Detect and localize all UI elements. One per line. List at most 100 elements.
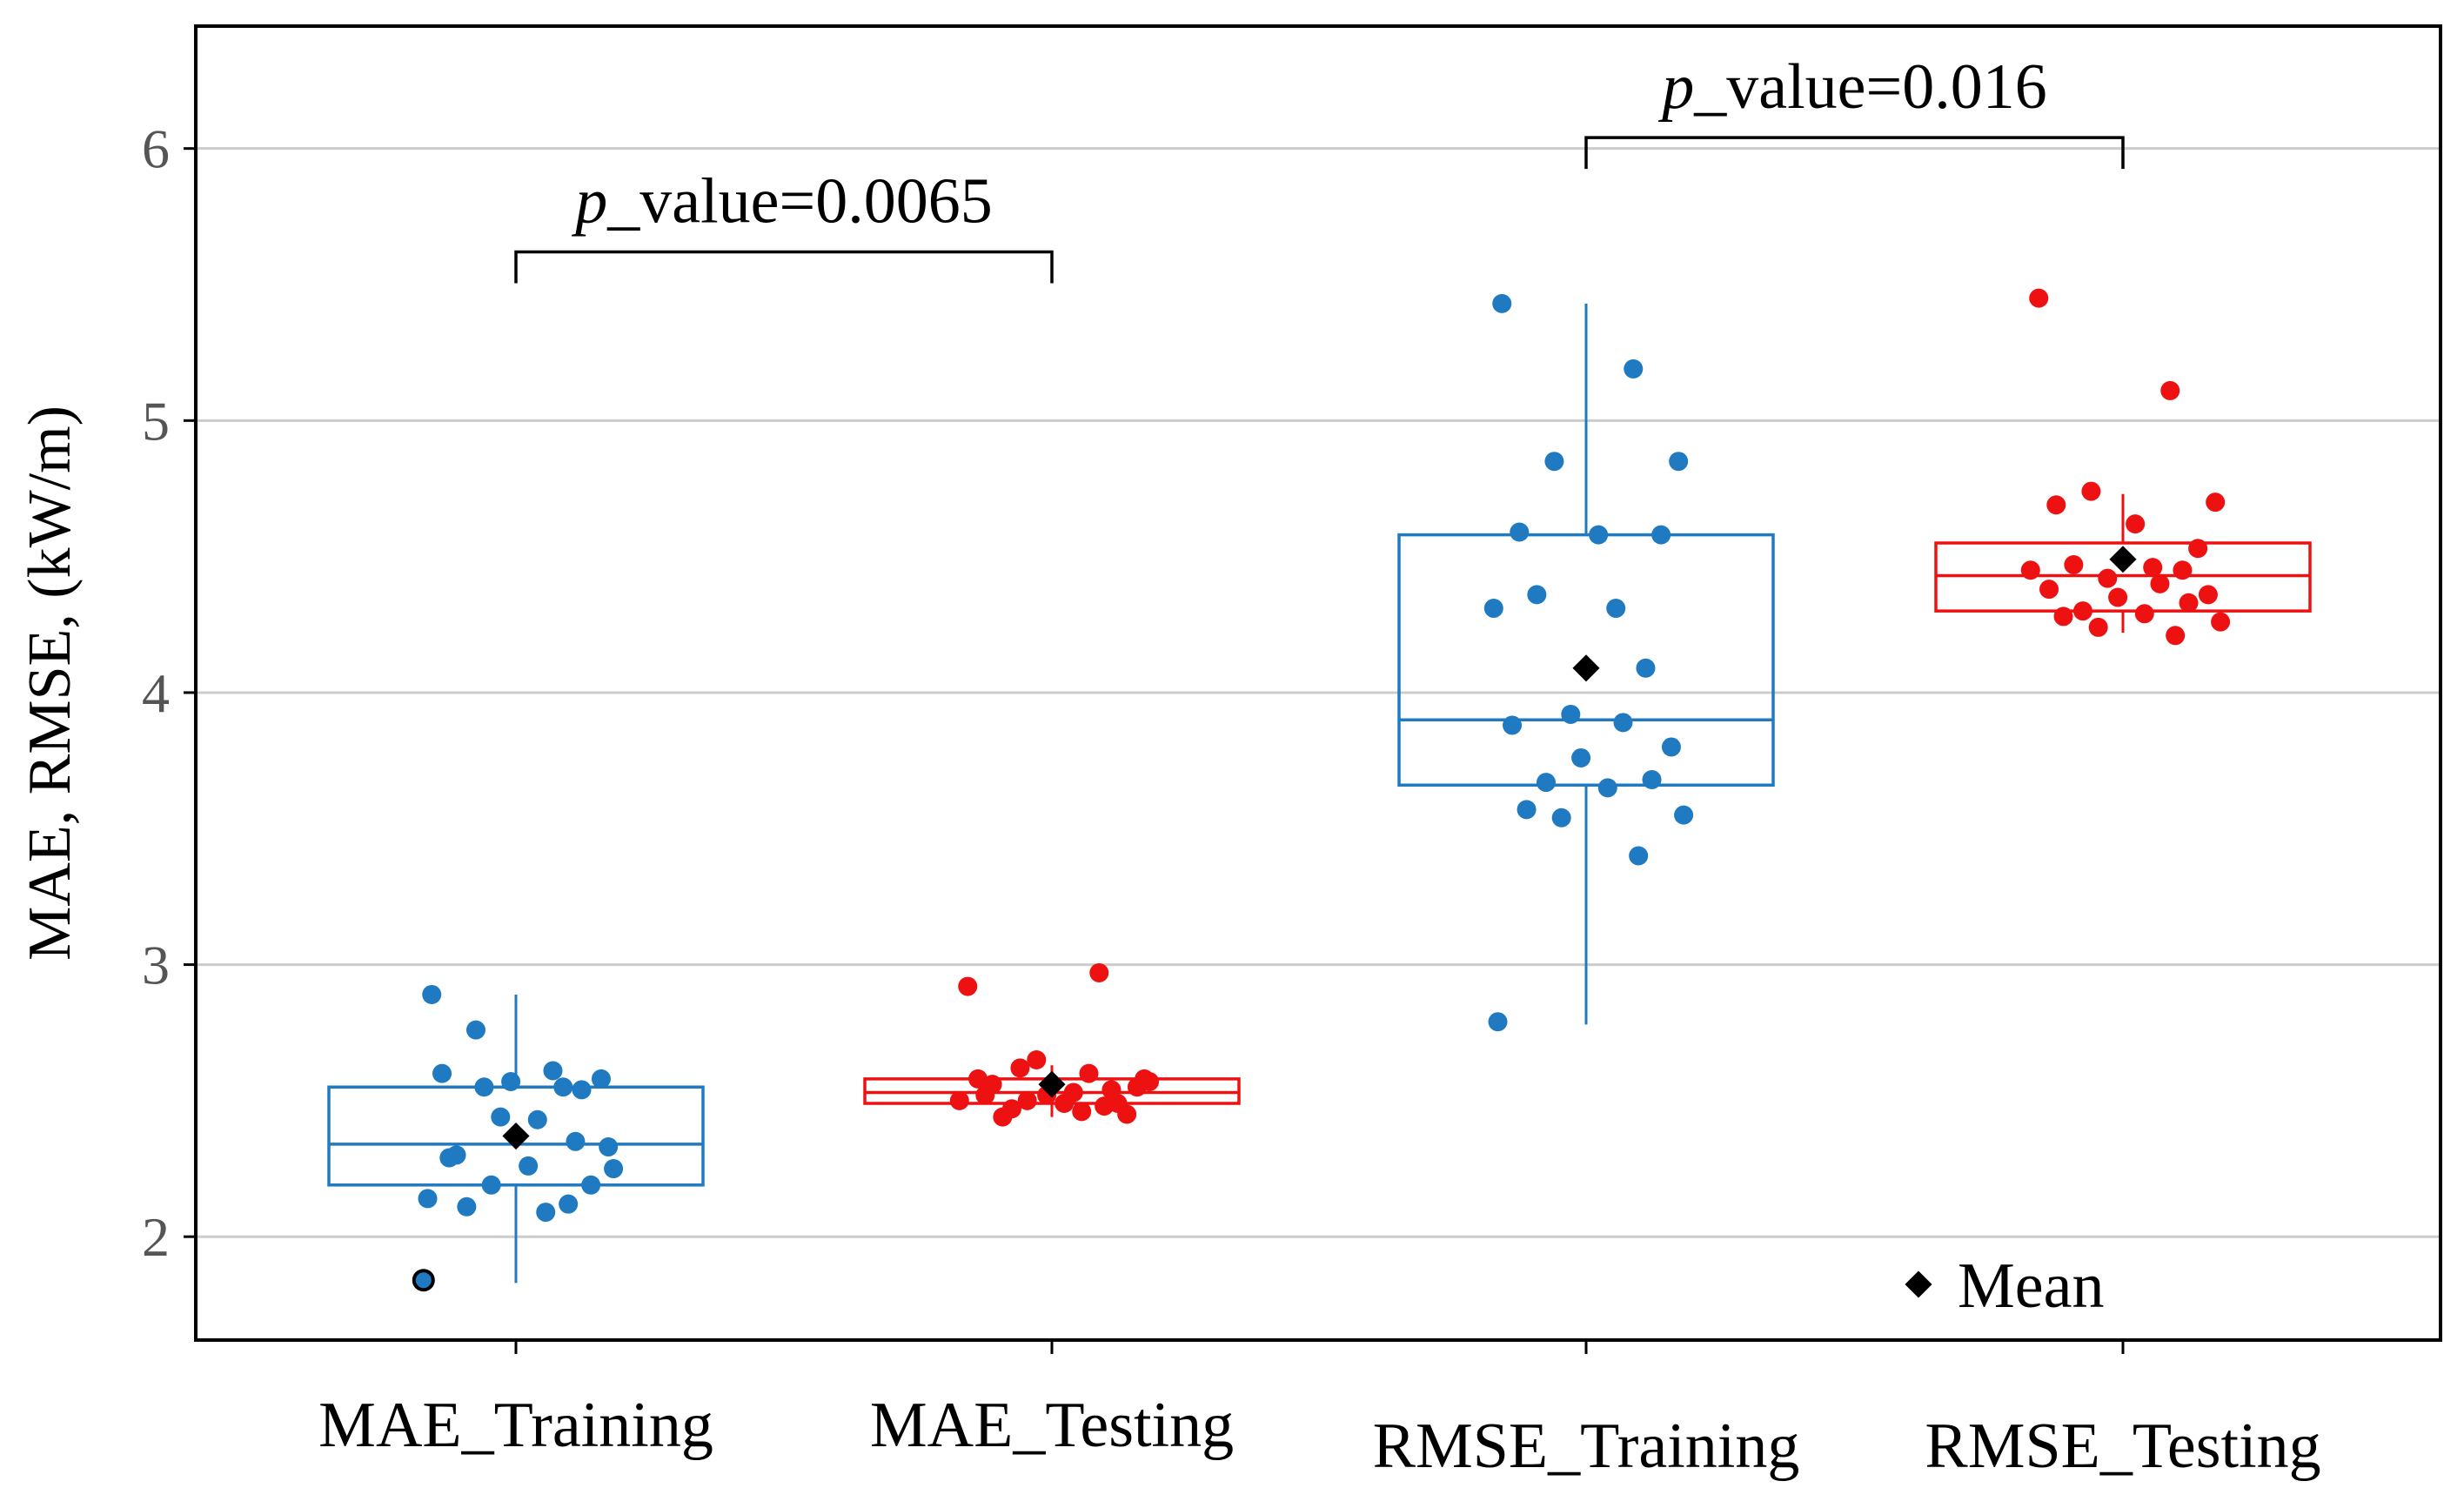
data-point (1561, 704, 1581, 724)
data-point (474, 1077, 494, 1097)
data-point (604, 1159, 624, 1179)
data-point (1001, 1099, 1021, 1119)
y-axis-label: MAE, RMSE, (kW/m) (17, 405, 84, 961)
data-point (1483, 599, 1503, 619)
box-group (327, 303, 2312, 1283)
y-tick-label: 3 (142, 935, 170, 996)
plot-frame (194, 24, 2442, 1342)
data-point (2198, 585, 2218, 605)
data-point (572, 1080, 592, 1100)
data-point (1503, 715, 1523, 735)
data-point (2166, 626, 2186, 646)
data-point (949, 1090, 969, 1110)
x-axis: MAE_Training MAE_Testing RMSE_Training RMSE… (318, 1340, 2321, 1482)
data-point (1517, 800, 1537, 820)
data-point (2053, 607, 2073, 627)
legend-mean-marker (1905, 1270, 1932, 1298)
data-point (2088, 617, 2108, 637)
mean-marker (1038, 1070, 1066, 1098)
x-tick-label: RMSE_Testing (1925, 1411, 2320, 1482)
data-point (2081, 481, 2101, 501)
data-point (432, 1063, 452, 1083)
data-point (491, 1107, 511, 1127)
data-point (1095, 1096, 1115, 1116)
data-point (1140, 1072, 1160, 1092)
data-point (2039, 580, 2059, 600)
data-point (1510, 522, 1530, 542)
y-tick-label: 2 (142, 1206, 170, 1268)
legend-label: Mean (1958, 1250, 2105, 1322)
data-point (1544, 452, 1564, 472)
data-point (1661, 737, 1681, 757)
y-tick-label: 5 (142, 390, 170, 452)
data-point (2188, 539, 2208, 559)
data-point (481, 1175, 501, 1195)
data-point (457, 1196, 477, 1216)
x-tick-label: MAE_Testing (870, 1390, 1234, 1461)
data-point (2173, 560, 2193, 580)
p-value-label: p_value=0.016 (1657, 51, 2046, 123)
data-point (2179, 593, 2199, 613)
data-point (422, 984, 442, 1004)
data-point (1629, 846, 1649, 866)
grid-lines (196, 147, 2441, 1238)
data-point (1027, 1049, 1047, 1069)
data-point (1651, 525, 1671, 545)
significance-bracket (514, 250, 1054, 284)
data-point (1613, 713, 1633, 733)
data-point (2046, 495, 2066, 515)
data-point (1606, 599, 1626, 619)
data-point (581, 1175, 601, 1195)
data-point (1488, 1012, 1508, 1032)
y-axis: 2 3 4 5 6 (142, 118, 196, 1268)
data-point (958, 976, 978, 996)
significance-bracket (1584, 136, 2125, 170)
data-point (1624, 359, 1644, 379)
data-point (2064, 555, 2084, 575)
data-point (1674, 805, 1694, 825)
data-point (2143, 558, 2163, 578)
data-point (501, 1072, 521, 1092)
p-italic: p (571, 165, 607, 237)
data-point (1536, 773, 1556, 793)
x-tick-label: RMSE_Training (1373, 1411, 1800, 1482)
p-value-label: p_value=0.0065 (571, 165, 992, 237)
data-point (591, 1069, 611, 1089)
data-point (519, 1156, 539, 1176)
legend: Mean (1905, 1250, 2105, 1322)
data-point (599, 1137, 619, 1157)
data-point (527, 1109, 547, 1129)
data-point (1571, 747, 1591, 767)
data-point (1642, 769, 1662, 789)
data-point (559, 1194, 579, 1214)
y-tick-label: 4 (142, 662, 170, 724)
data-point (418, 1189, 438, 1209)
y-tick-label: 6 (142, 118, 170, 180)
data-point (1010, 1058, 1030, 1078)
data-point (1079, 1063, 1099, 1083)
data-point (982, 1075, 1002, 1095)
data-point (2126, 514, 2146, 534)
data-point (566, 1131, 586, 1151)
data-point (2020, 560, 2040, 580)
data-point (2134, 604, 2154, 624)
data-point (2160, 380, 2180, 400)
data-point (2206, 493, 2226, 513)
data-point (1492, 293, 1512, 313)
data-point (2108, 587, 2128, 607)
mean-marker (2109, 546, 2137, 573)
p-italic: p (1657, 51, 1694, 123)
data-point (536, 1203, 556, 1223)
data-point (465, 1020, 485, 1040)
box-iqr (1397, 533, 1775, 787)
data-point (968, 1069, 988, 1089)
p-value-text: _value=0.016 (1693, 51, 2046, 123)
data-point (2211, 612, 2231, 632)
data-point (412, 1269, 435, 1292)
data-point (1669, 452, 1689, 472)
data-point (2029, 288, 2049, 308)
data-point (553, 1077, 573, 1097)
